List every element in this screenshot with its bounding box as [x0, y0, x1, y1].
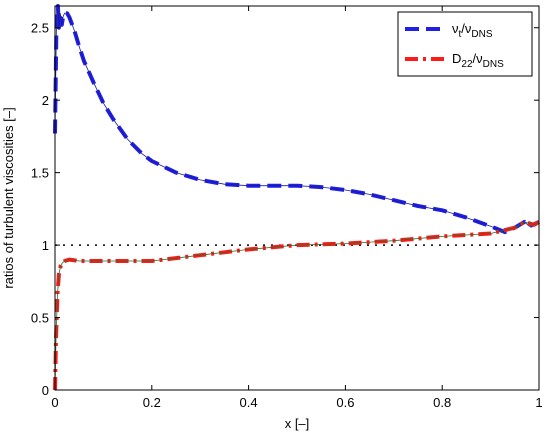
- x-tick-label: 0.2: [143, 395, 161, 410]
- x-tick-label: 1: [535, 395, 542, 410]
- series-overlay-D22: [54, 221, 540, 391]
- plot-frame: [54, 5, 540, 391]
- x-tick-label: 0: [51, 395, 58, 410]
- y-axis-label: ratios of turbulent viscosities [–]: [1, 107, 16, 288]
- legend-label-nu_t: νt/νDNS: [452, 21, 493, 40]
- ticks-layer: 0 0.2 0.4 0.6 0.8 1 0 0.5 1 1.5 2 2.5: [31, 6, 543, 410]
- x-tick-label: 0.8: [433, 395, 451, 410]
- y-tick-label: 0.5: [31, 311, 49, 326]
- legend-label-D22: D22/νDNS: [452, 51, 504, 70]
- legend-items: νt/νDNS D22/νDNS: [405, 21, 504, 70]
- y-tick-label: 1.5: [31, 166, 49, 181]
- y-tick-label: 0: [42, 383, 49, 398]
- y-tick-label: 1: [42, 238, 49, 253]
- x-axis-label: x [–]: [285, 416, 310, 431]
- legend-box: [397, 11, 533, 77]
- series-layer: [53, 4, 541, 391]
- y-tick-label: 2: [42, 93, 49, 108]
- legend: νt/νDNS D22/νDNS: [397, 11, 533, 77]
- x-tick-label: 0.6: [336, 395, 354, 410]
- x-tick-label: 0.4: [240, 395, 258, 410]
- series-overlay-nu_t: [54, 5, 540, 233]
- series-line-D22: [53, 219, 541, 391]
- y-tick-label: 2.5: [31, 21, 49, 36]
